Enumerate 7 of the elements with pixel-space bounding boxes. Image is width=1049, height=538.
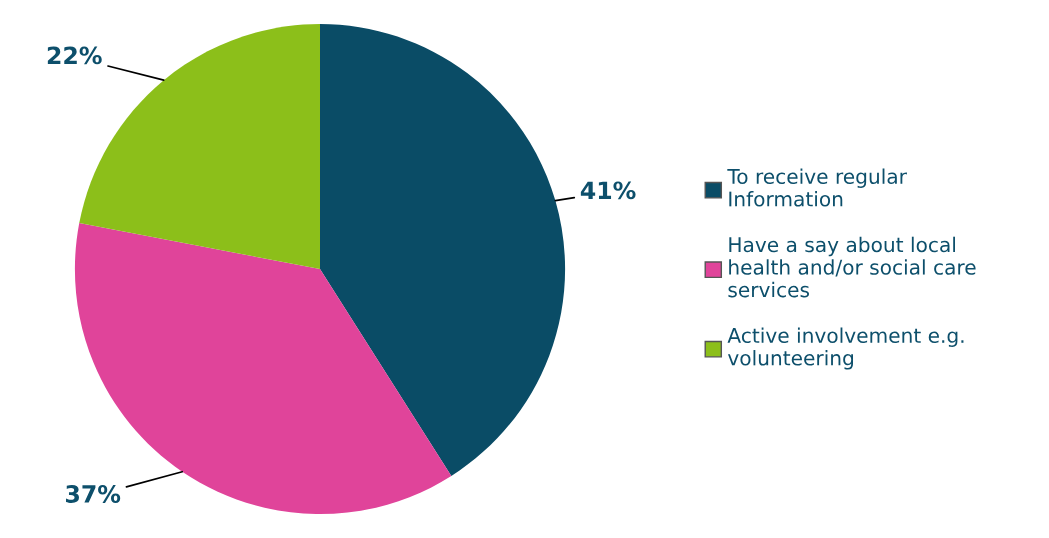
data-label: 37% <box>66 485 121 503</box>
legend-label: To receive regular Information <box>727 168 907 207</box>
legend-label: Active involvement e.g. volunteering <box>727 327 964 370</box>
data-label: 22% <box>47 46 102 65</box>
legend-label: Have a say about local health and/or social care services <box>728 236 976 298</box>
pie-slice <box>320 23 566 476</box>
data-label: 41% <box>580 181 636 200</box>
